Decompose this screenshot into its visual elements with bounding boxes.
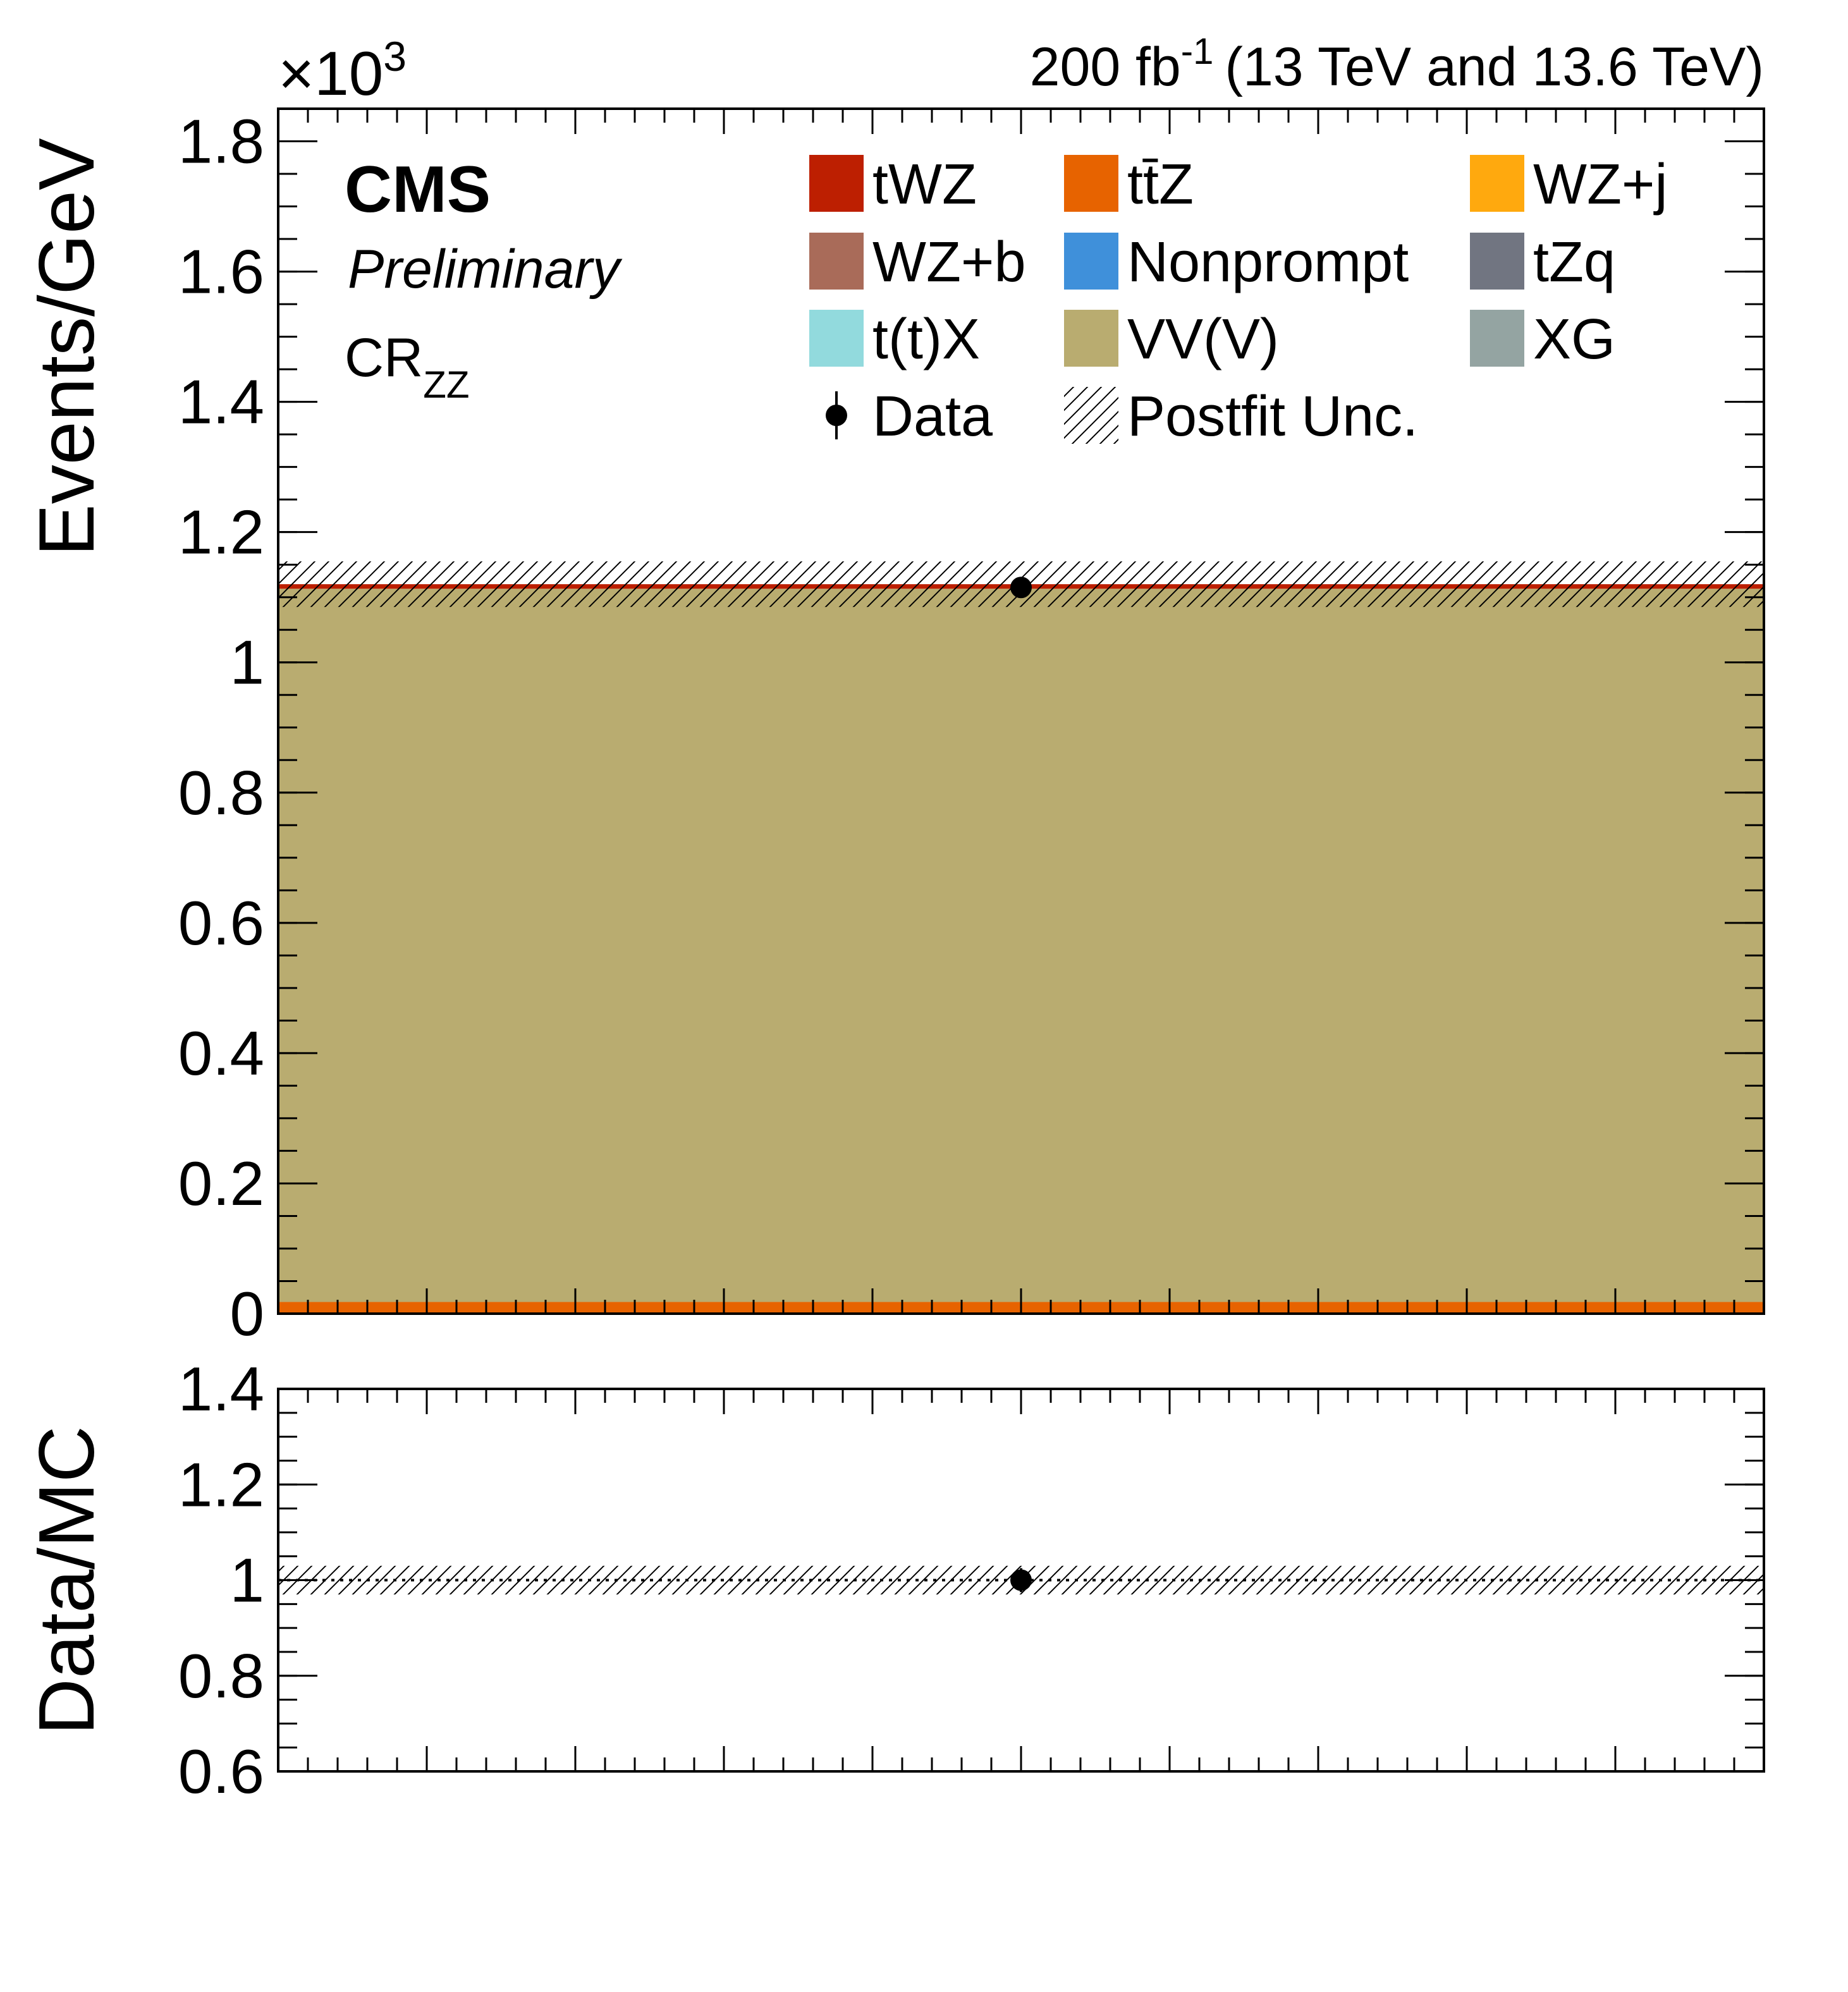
ratio-data-point [1010, 1569, 1032, 1591]
legend-swatch [809, 233, 864, 290]
legend-entry: Nonprompt [1064, 231, 1409, 294]
legend-entry: Data [826, 385, 993, 448]
legend-hatch-swatch [1064, 387, 1118, 444]
legend-entry: XG [1470, 308, 1615, 371]
legend-label: Data [872, 385, 993, 448]
legend-label: XG [1533, 308, 1615, 371]
main-y-tick-label: 0.8 [178, 758, 264, 828]
legend-entry: Postfit Unc. [1064, 385, 1418, 448]
main-y-tick-label: 0.2 [178, 1149, 264, 1218]
legend-swatch [809, 310, 864, 367]
main-y-tick-label: 0.4 [178, 1018, 264, 1088]
main-y-axis-label: Events/GeV [23, 138, 111, 556]
legend-label: VV(V) [1127, 308, 1279, 371]
legend-swatch [1470, 155, 1524, 212]
data-point [1010, 577, 1032, 599]
experiment-label: CMS [345, 153, 491, 226]
main-y-tick-label: 1.4 [178, 367, 264, 437]
legend-label: WZ+b [872, 231, 1026, 294]
status-label: Preliminary [348, 239, 623, 300]
region-label: CRZZ [345, 327, 470, 406]
legend-label: tWZ [872, 153, 977, 216]
legend-entry: t(t)X [809, 308, 980, 371]
legend-label: WZ+j [1533, 153, 1667, 216]
legend-marker [826, 405, 847, 426]
main-x-ticks [277, 109, 1765, 1314]
ratio-y-tick-label: 0.8 [178, 1641, 264, 1711]
legend-swatch [1470, 233, 1524, 290]
stacked-histogram [278, 584, 1764, 1314]
main-y-tick-label: 1 [229, 628, 264, 697]
legend-entry: WZ+b [809, 231, 1026, 294]
ratio-y-tick-label: 0.6 [178, 1737, 264, 1806]
legend-entry: WZ+j [1470, 153, 1667, 216]
main-y-tick-label: 1.8 [178, 107, 264, 176]
legend-label: tt̄Z [1127, 153, 1194, 216]
legend-entry: tWZ [809, 153, 977, 216]
main-plot-frame [277, 107, 1765, 1315]
luminosity-label: 200 fb-1 (13 TeV and 13.6 TeV) [1030, 31, 1764, 97]
main-y-tick-label: 0.6 [178, 888, 264, 958]
legend-entry: tt̄Z [1064, 153, 1194, 216]
legend-label: Postfit Unc. [1127, 385, 1418, 448]
legend: tWZ tt̄Z WZ+j WZ+b Nonprompt tZq t(t)X VV(V) XG D… [809, 153, 1667, 448]
main-y-tick-label: 1.6 [178, 237, 264, 307]
legend-swatch [1064, 233, 1118, 290]
ratio-y-tick-labels: 0.6 0.8 1 1.2 1.4 [178, 1354, 264, 1806]
legend-entry: VV(V) [1064, 308, 1279, 371]
legend-label: tZq [1533, 231, 1615, 294]
legend-swatch [1064, 155, 1118, 212]
main-y-tick-labels: 0 0.2 0.4 0.6 0.8 1 1.2 1.4 1.6 1.8 [178, 107, 264, 1348]
scale-factor-label: ×103 [278, 33, 407, 108]
ratio-y-tick-label: 1 [229, 1546, 264, 1615]
ratio-plot-frame [277, 1388, 1765, 1773]
ratio-y-axis-label: Data/MC [23, 1426, 111, 1735]
legend-swatch [1064, 310, 1118, 367]
main-y-tick-label: 1.2 [178, 498, 264, 567]
main-panel: 0 0.2 0.4 0.6 0.8 1 1.2 1.4 1.6 1.8 Events/GeV [23, 107, 1765, 1348]
legend-label: Nonprompt [1127, 231, 1409, 294]
legend-swatch [809, 155, 864, 212]
legend-entry: tZq [1470, 231, 1615, 294]
legend-swatch [1470, 310, 1524, 367]
ratio-panel: 0.6 0.8 1 1.2 1.4 Data/MC [23, 1354, 1765, 1806]
ratio-y-tick-label: 1.4 [178, 1354, 264, 1424]
ratio-y-tick-label: 1.2 [178, 1450, 264, 1519]
main-y-tick-label: 0 [229, 1279, 264, 1348]
stack-vvv [278, 589, 1764, 1302]
legend-label: t(t)X [872, 308, 980, 371]
